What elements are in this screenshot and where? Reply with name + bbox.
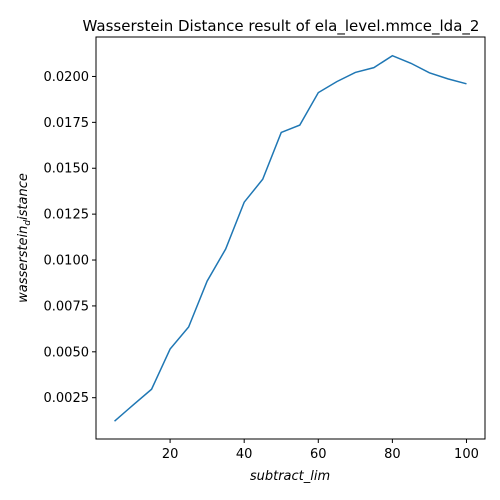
y-tick-label: 0.0050: [44, 345, 90, 360]
y-axis: 0.0025 0.0050 0.0075 0.0100 0.0125 0.0150 0.01…: [44, 70, 96, 406]
y-axis-label: wassersteindistance: [16, 173, 33, 303]
x-tick-label: 20: [162, 447, 179, 462]
series-line: [114, 54, 467, 422]
y-tick-label: 0.0025: [44, 391, 90, 406]
x-axis-label: subtract_lim: [250, 469, 330, 484]
y-tick-label: 0.0200: [44, 70, 90, 85]
data-points: [114, 55, 467, 422]
y-tick-label: 0.0125: [44, 208, 90, 223]
plot-area: 20 40 60 80 100 0.0025 0.0050 0.0075 0.0100 0.01…: [44, 36, 486, 462]
y-tick-label: 0.0075: [44, 299, 90, 314]
x-tick-label: 40: [236, 447, 253, 462]
x-tick-label: 60: [310, 447, 327, 462]
y-axis-label-tail: istance: [16, 173, 31, 220]
plot-frame: [95, 36, 486, 440]
y-axis-label-main: wasserstein: [16, 226, 31, 303]
y-tick-label: 0.0150: [44, 162, 90, 177]
chart-title: Wasserstein Distance result of ela_level…: [83, 17, 480, 36]
y-tick-label: 0.0100: [44, 254, 90, 269]
x-tick-label: 100: [454, 447, 479, 462]
x-axis: 20 40 60 80 100: [162, 439, 479, 462]
y-tick-label: 0.0175: [44, 116, 90, 131]
x-tick-label: 80: [384, 447, 401, 462]
y-axis-label-subscript: d: [23, 220, 33, 226]
